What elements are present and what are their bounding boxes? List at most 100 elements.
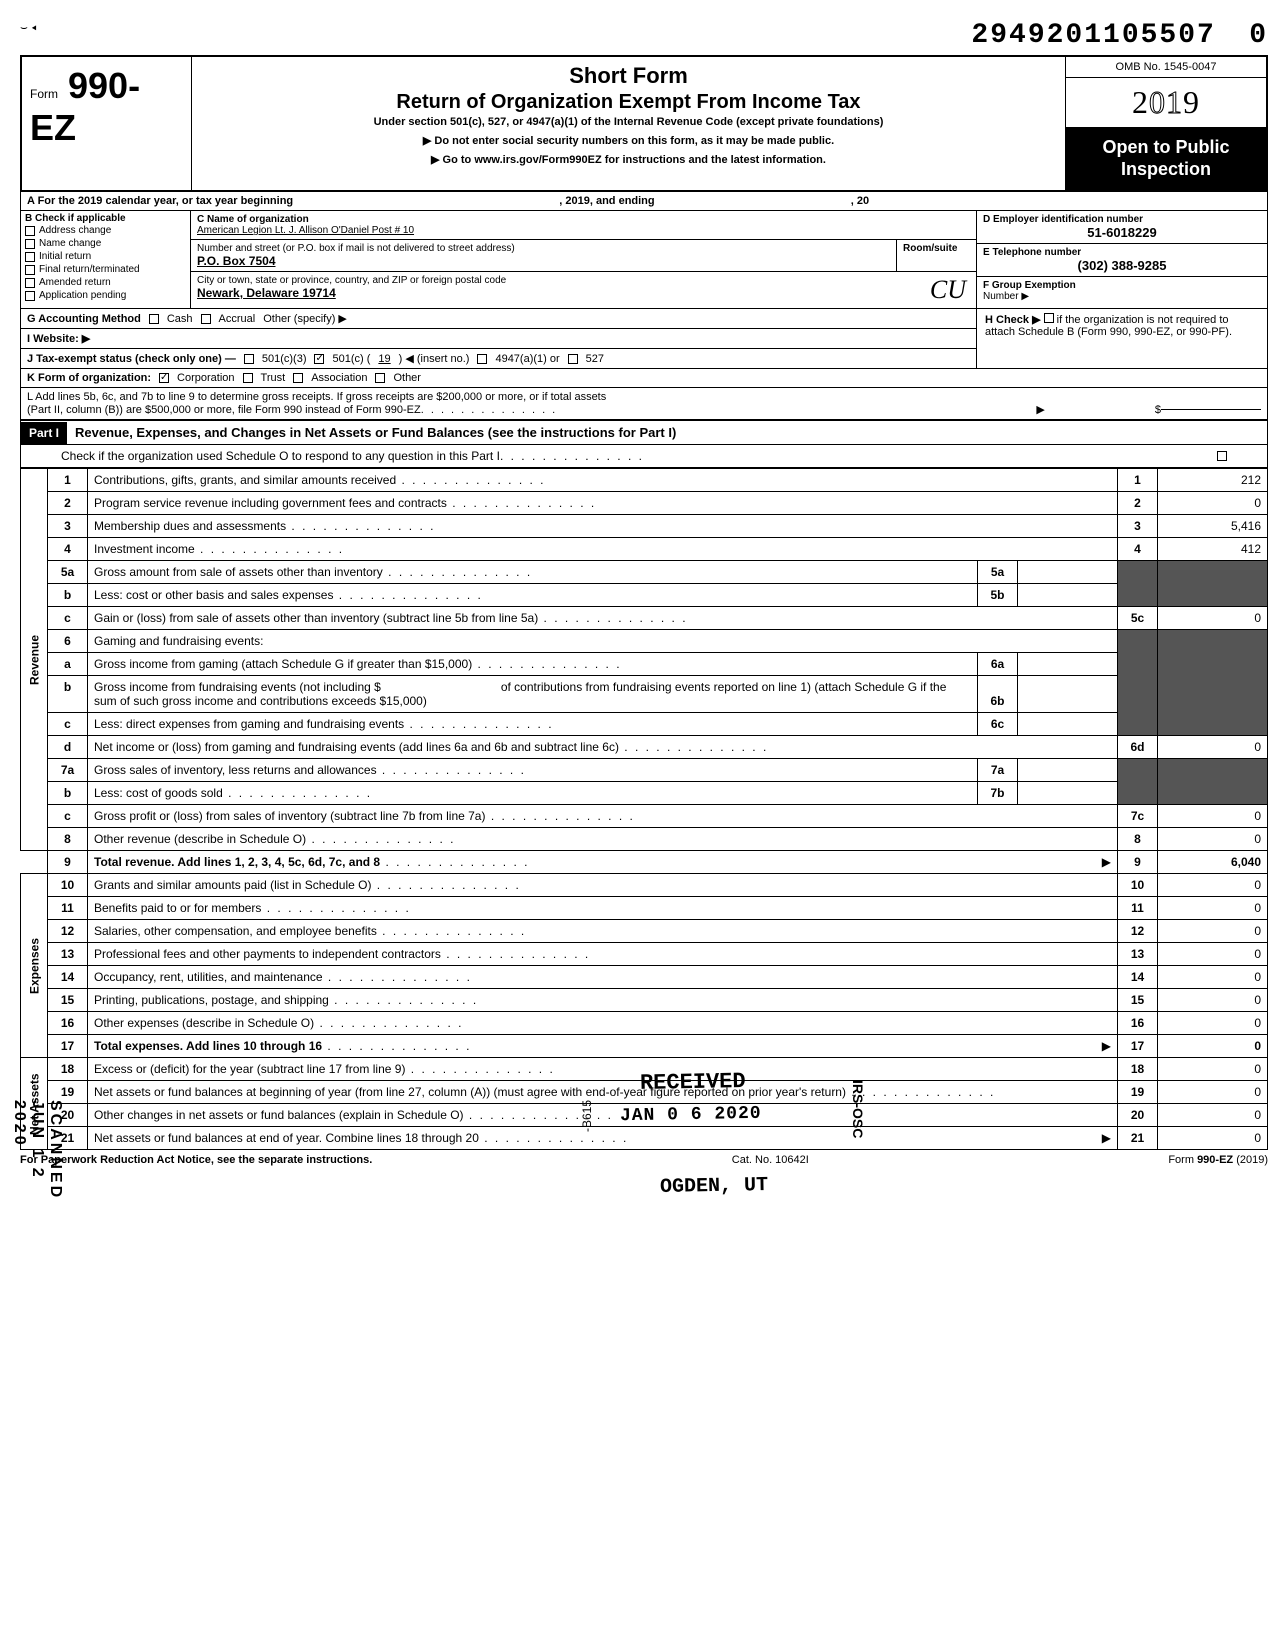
line-11: 11 Benefits paid to or for members 11 0 (21, 897, 1268, 920)
section-b-header: B Check if applicable (25, 213, 186, 224)
line-a-mid: , 2019, and ending (559, 195, 654, 207)
ein-value: 51-6018229 (983, 225, 1261, 240)
form-number: 990-EZ (30, 65, 140, 148)
line-5b: b Less: cost or other basis and sales ex… (21, 584, 1268, 607)
stamp-b615: -B615 (580, 1100, 594, 1132)
label-corp: Corporation (177, 372, 234, 384)
line-8: 8 Other revenue (describe in Schedule O)… (21, 828, 1268, 851)
line-h-label: H Check ▶ (985, 314, 1041, 326)
line-20: 20 Other changes in net assets or fund b… (21, 1104, 1268, 1127)
line-19: 19 Net assets or fund balances at beginn… (21, 1081, 1268, 1104)
line-l-text2: (Part II, column (B)) are $500,000 or mo… (27, 404, 421, 416)
label-trust: Trust (261, 372, 286, 384)
group-num: Number ▶ (983, 291, 1261, 302)
section-c: C Name of organization American Legion L… (191, 211, 977, 308)
stamp-irs-osc: IRS-OSC (850, 1080, 866, 1138)
line-h: H Check ▶ if the organization is not req… (977, 309, 1267, 369)
city-value: Newark, Delaware 19714 (197, 286, 930, 300)
line-9: 9 Total revenue. Add lines 1, 2, 3, 4, 5… (21, 851, 1268, 874)
checkbox-amended[interactable] (25, 278, 35, 288)
checkbox-schedule-o[interactable] (1217, 451, 1227, 461)
form-header: Form 990-EZ Short Form Return of Organiz… (20, 55, 1268, 192)
part-1-header: Part I Revenue, Expenses, and Changes in… (20, 420, 1268, 445)
form-page: ⌣ ◂ 2949201105507 0 Form 990-EZ Short Fo… (20, 20, 1268, 1170)
label-amended: Amended return (39, 277, 111, 288)
label-501c: 501(c) ( (332, 353, 370, 365)
checkbox-corp[interactable] (159, 373, 169, 383)
line-6: 6 Gaming and fundraising events: (21, 630, 1268, 653)
line-i: I Website: ▶ (21, 329, 977, 349)
checkbox-initial[interactable] (25, 252, 35, 262)
line-7c: c Gross profit or (loss) from sales of i… (21, 805, 1268, 828)
label-addr-change: Address change (39, 225, 111, 236)
501c-number: 19 (378, 353, 390, 365)
section-b: B Check if applicable Address change Nam… (21, 211, 191, 308)
checkbox-trust[interactable] (243, 373, 253, 383)
line-3: 3 Membership dues and assessments 3 5,41… (21, 515, 1268, 538)
footer: For Paperwork Reduction Act Notice, see … (20, 1150, 1268, 1170)
section-bcde: B Check if applicable Address change Nam… (20, 211, 1268, 309)
line-12: 12 Salaries, other compensation, and emp… (21, 920, 1268, 943)
label-initial: Initial return (39, 251, 91, 262)
checkbox-pending[interactable] (25, 291, 35, 301)
omb-number: OMB No. 1545-0047 (1066, 57, 1266, 78)
checkbox-final[interactable] (25, 265, 35, 275)
section-c-label: C Name of organization (197, 214, 970, 225)
line-a-post: , 20 (851, 195, 869, 207)
line-l-arrow: ▶ (1036, 403, 1044, 416)
checkbox-501c[interactable] (314, 354, 324, 364)
top-row: ⌣ ◂ 2949201105507 0 (20, 20, 1268, 51)
label-accrual: Accrual (219, 313, 256, 325)
checkbox-name-change[interactable] (25, 239, 35, 249)
line-2: 2 Program service revenue including gove… (21, 492, 1268, 515)
line-5a: 5a Gross amount from sale of assets othe… (21, 561, 1268, 584)
tel-label: E Telephone number (983, 247, 1261, 258)
label-501c3: 501(c)(3) (262, 353, 307, 365)
document-id-suffix: 0 (1249, 20, 1268, 51)
stamp-scanned: SCANNED JUN 1 2 2020 (10, 1100, 64, 1200)
goto-link: ▶ Go to www.irs.gov/Form990EZ for instru… (202, 153, 1055, 166)
line-18: Net Assets 18 Excess or (deficit) for th… (21, 1058, 1268, 1081)
label-other-org: Other (393, 372, 421, 384)
room-label: Room/suite (896, 240, 976, 271)
checkbox-other-org[interactable] (375, 373, 385, 383)
checkbox-cash[interactable] (149, 314, 159, 324)
checkbox-h[interactable] (1044, 313, 1054, 323)
label-pending: Application pending (39, 290, 126, 301)
line-j-label: J Tax-exempt status (check only one) — (27, 353, 236, 365)
ein-label: D Employer identification number (983, 214, 1261, 225)
form-subtitle: Return of Organization Exempt From Incom… (202, 91, 1055, 114)
revenue-label: Revenue (21, 469, 48, 851)
label-insert-no: ) ◀ (insert no.) (399, 352, 470, 365)
part-1-label: Part I (21, 422, 67, 444)
label-527: 527 (586, 353, 604, 365)
city-label: City or town, state or province, country… (197, 275, 930, 286)
line-4: 4 Investment income 4 412 (21, 538, 1268, 561)
footer-form: Form 990-EZ (2019) (1168, 1154, 1268, 1166)
checkbox-527[interactable] (568, 354, 578, 364)
form-prefix: Form (30, 87, 58, 101)
checkbox-assoc[interactable] (293, 373, 303, 383)
group-label: F Group Exemption (983, 280, 1261, 291)
tax-year: 2019 (1066, 78, 1266, 127)
checkbox-4947[interactable] (477, 354, 487, 364)
paperwork-notice: For Paperwork Reduction Act Notice, see … (20, 1154, 372, 1166)
line-a-pre: A For the 2019 calendar year, or tax yea… (27, 195, 293, 207)
checkbox-addr-change[interactable] (25, 226, 35, 236)
line-5c: c Gain or (loss) from sale of assets oth… (21, 607, 1268, 630)
handwritten-cu: CU (930, 275, 970, 305)
checkbox-accrual[interactable] (201, 314, 211, 324)
expenses-label: Expenses (21, 874, 48, 1058)
right-header-box: OMB No. 1545-0047 2019 Open to Public In… (1066, 57, 1266, 190)
line-14: 14 Occupancy, rent, utilities, and maint… (21, 966, 1268, 989)
open-to-public: Open to Public Inspection (1066, 127, 1266, 190)
document-id: 2949201105507 (971, 20, 1215, 51)
checkbox-501c3[interactable] (244, 354, 254, 364)
stamp-ogden: OGDEN, UT (660, 1174, 768, 1199)
cat-number: Cat. No. 10642I (732, 1154, 809, 1166)
ssn-warning: ▶ Do not enter social security numbers o… (202, 134, 1055, 147)
label-final: Final return/terminated (39, 264, 140, 275)
line-g: G Accounting Method Cash Accrual Other (… (21, 309, 977, 329)
line-l: L Add lines 5b, 6c, and 7b to line 9 to … (20, 388, 1268, 420)
line-21: 21 Net assets or fund balances at end of… (21, 1127, 1268, 1150)
